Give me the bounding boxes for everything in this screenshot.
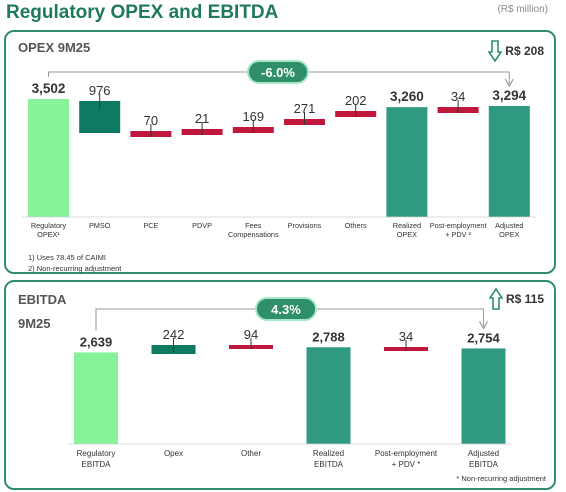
ebitda-bar bbox=[461, 348, 506, 444]
opex-value-label: 271 bbox=[294, 101, 316, 116]
opex-category-label: Post-employment bbox=[430, 221, 487, 230]
ebitda-value-label: 2,754 bbox=[467, 330, 500, 345]
ebitda-panel-subtitle: 9M25 bbox=[18, 316, 51, 331]
ebitda-bar bbox=[306, 347, 351, 444]
opex-bar bbox=[386, 107, 428, 217]
opex-panel-title: OPEX 9M25 bbox=[18, 40, 91, 55]
ebitda-delta: R$ 115 bbox=[488, 288, 544, 310]
page-title: Regulatory OPEX and EBITDA bbox=[6, 2, 279, 23]
opex-category-label: PMSO bbox=[89, 221, 111, 230]
ebitda-category-label: Post-employment bbox=[375, 449, 438, 458]
opex-footnote-1: 1) Uses 78,45 of CAIMI bbox=[28, 253, 106, 262]
ebitda-bar bbox=[74, 352, 118, 444]
opex-footnotes: 1) Uses 78,45 of CAIMI 2) Non-recurring … bbox=[28, 252, 121, 274]
opex-value-label: 3,294 bbox=[492, 88, 526, 103]
opex-bracket-arrow bbox=[504, 78, 514, 88]
opex-category-label: PDVP bbox=[192, 221, 212, 230]
opex-category-label: Realized bbox=[393, 221, 421, 230]
opex-value-label: 976 bbox=[89, 83, 111, 98]
ebitda-value-label: 94 bbox=[244, 327, 258, 342]
opex-bar bbox=[28, 98, 69, 217]
ebitda-category-label: EBITDA bbox=[82, 460, 112, 469]
opex-delta-value: R$ 208 bbox=[505, 44, 544, 58]
opex-value-label: 202 bbox=[345, 93, 367, 108]
opex-category-label: Provisions bbox=[288, 221, 322, 230]
ebitda-category-label: Other bbox=[241, 449, 261, 458]
units-label: (R$ million) bbox=[497, 4, 548, 15]
opex-category-label: + PDV ² bbox=[445, 230, 471, 239]
opex-footnote-2: 2) Non-recurring adjustment bbox=[28, 264, 122, 273]
ebitda-category-label: EBITDA bbox=[314, 460, 344, 469]
opex-bar bbox=[488, 105, 530, 217]
ebitda-category-label: EBITDA bbox=[469, 460, 499, 469]
opex-change-label: -6.0% bbox=[261, 65, 295, 80]
ebitda-value-label: 2,788 bbox=[312, 329, 345, 344]
opex-category-label: Fees bbox=[245, 221, 262, 230]
ebitda-delta-value: R$ 115 bbox=[505, 292, 544, 306]
opex-category-label: Adjusted bbox=[495, 221, 523, 230]
opex-category-label: OPEX bbox=[499, 230, 519, 239]
opex-value-label: 3,502 bbox=[32, 81, 66, 96]
opex-category-label: OPEX¹ bbox=[37, 230, 60, 239]
ebitda-category-label: Regulatory bbox=[77, 449, 116, 458]
opex-value-label: 70 bbox=[144, 113, 158, 128]
ebitda-category-label: + PDV * bbox=[392, 460, 421, 469]
ebitda-panel-title: EBITDA bbox=[18, 292, 67, 307]
down-arrow-icon bbox=[488, 40, 503, 62]
opex-category-label: PCE bbox=[143, 221, 158, 230]
up-arrow-icon bbox=[488, 288, 503, 310]
ebitda-footnote: * Non-recurring adjustment bbox=[456, 474, 546, 483]
ebitda-value-label: 34 bbox=[399, 329, 413, 344]
ebitda-category-label: Opex bbox=[164, 449, 183, 458]
opex-value-label: 34 bbox=[451, 89, 465, 104]
ebitda-change-pill bbox=[255, 297, 317, 321]
opex-value-label: 21 bbox=[195, 111, 209, 126]
ebitda-bracket-arrow bbox=[478, 321, 489, 330]
ebitda-value-label: 2,639 bbox=[80, 334, 113, 349]
ebitda-change-label: 4.3% bbox=[271, 302, 301, 317]
opex-category-label: Regulatory bbox=[31, 221, 67, 230]
opex-delta: R$ 208 bbox=[488, 40, 544, 62]
opex-value-label: 3,260 bbox=[390, 89, 424, 104]
ebitda-category-label: Realized bbox=[313, 449, 344, 458]
opex-category-label: Compensations bbox=[228, 230, 279, 239]
opex-category-label: Others bbox=[345, 221, 367, 230]
ebitda-category-label: Adjusted bbox=[468, 449, 499, 458]
ebitda-value-label: 242 bbox=[163, 327, 185, 342]
opex-change-pill bbox=[247, 60, 309, 84]
opex-value-label: 169 bbox=[242, 109, 264, 124]
opex-category-label: OPEX bbox=[397, 230, 417, 239]
